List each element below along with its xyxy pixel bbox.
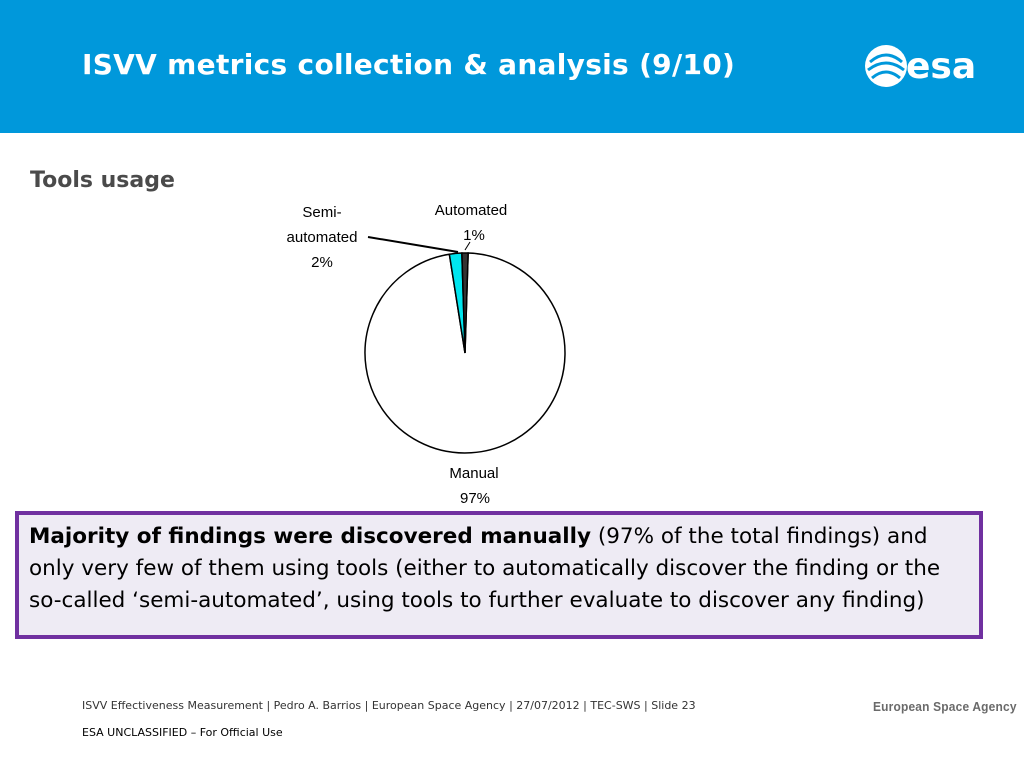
auto-leader-line [464, 241, 471, 251]
callout-bold-text: Majority of findings were discovered man… [29, 524, 592, 549]
label-auto-pct: 1% [463, 227, 485, 244]
pie-slice-automated [461, 252, 469, 354]
label-semi-line1: Semi- [302, 204, 341, 221]
callout-text: (97% of the total findings) and only ver… [29, 524, 941, 613]
section-title: Tools usage [30, 168, 175, 193]
footer-line: ISVV Effectiveness Measurement | Pedro A… [82, 699, 696, 712]
label-manual-pct: 97% [460, 490, 490, 507]
pie-slices [364, 252, 566, 454]
label-manual-line1: Manual [449, 465, 498, 482]
pie-chart: Semi- automated 2% Automated 1% Manual 9… [287, 202, 566, 507]
logo-text: esa [906, 46, 976, 87]
page-title: ISVV metrics collection & analysis (9/10… [82, 48, 736, 81]
label-auto-line1: Automated [435, 202, 508, 219]
classification-label: ESA UNCLASSIFIED – For Official Use [82, 726, 283, 739]
esa-logo-icon: esa [865, 45, 976, 87]
findings-callout: Majority of findings were discovered man… [15, 511, 983, 639]
semi-leader-line [367, 236, 459, 253]
header-bar: ISVV metrics collection & analysis (9/10… [0, 0, 1024, 133]
label-semi-pct: 2% [311, 254, 333, 271]
footer-agency: European Space Agency [873, 699, 1017, 714]
label-semi-line2: automated [287, 229, 358, 246]
